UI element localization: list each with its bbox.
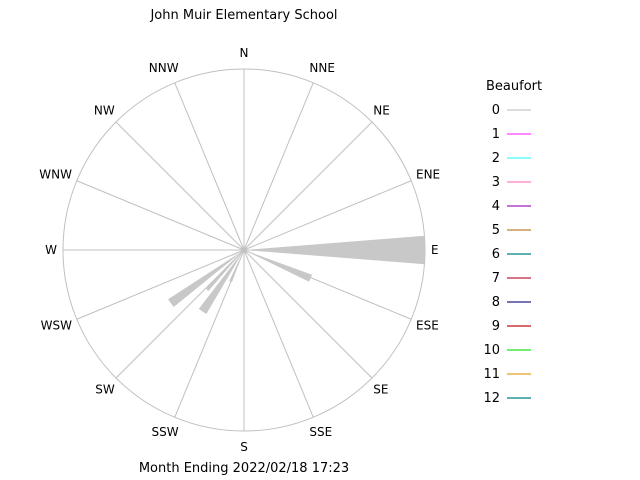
spoke-nw	[115, 121, 245, 251]
spoke-nne	[243, 82, 314, 251]
direction-label-sw: SW	[95, 382, 115, 396]
direction-label-ese: ESE	[416, 318, 439, 332]
chart-subtitle: Month Ending 2022/02/18 17:23	[139, 461, 349, 476]
direction-label-nnw: NNW	[149, 61, 179, 75]
direction-label-e: E	[431, 243, 439, 257]
legend-label-6: 6	[492, 247, 500, 262]
spoke-wsw	[76, 249, 245, 320]
legend-label-4: 4	[492, 199, 500, 214]
direction-label-ne: NE	[373, 104, 390, 118]
petal-5	[198, 250, 244, 314]
direction-label-ssw: SSW	[152, 425, 179, 439]
legend-label-9: 9	[492, 319, 500, 334]
direction-label-wnw: WNW	[39, 168, 72, 182]
legend-label-12: 12	[483, 391, 500, 406]
wind-petals	[168, 235, 426, 314]
legend-label-5: 5	[492, 223, 500, 238]
legend-label-1: 1	[492, 127, 500, 142]
spoke-ne	[243, 121, 373, 251]
legend-label-0: 0	[492, 103, 500, 118]
spoke-se	[243, 249, 373, 379]
spoke-wnw	[76, 180, 245, 251]
chart-title: John Muir Elementary School	[149, 8, 337, 23]
legend-label-10: 10	[483, 343, 500, 358]
direction-label-ene: ENE	[416, 168, 440, 182]
petal-1	[244, 250, 313, 282]
direction-labels: N NNE NE ENE E ESE SE SSE S SSW SW WSW W WNW NW NNW	[39, 46, 440, 454]
direction-label-se: SE	[373, 382, 388, 396]
polar-grid	[62, 68, 426, 432]
legend-label-2: 2	[492, 151, 500, 166]
petal-8	[232, 250, 244, 256]
petal-6	[205, 250, 244, 291]
petal-4	[229, 250, 244, 283]
legend-label-7: 7	[492, 271, 500, 286]
petal-2	[244, 250, 249, 262]
spoke-sse	[243, 249, 314, 418]
spoke-ene	[243, 180, 412, 251]
legend-label-8: 8	[492, 295, 500, 310]
spoke-nnw	[174, 82, 245, 251]
direction-label-nw: NW	[94, 104, 115, 118]
spoke-sw	[115, 249, 245, 379]
direction-label-w: W	[45, 243, 57, 257]
petal-7	[168, 250, 244, 307]
petal-0	[244, 235, 426, 265]
legend-label-11: 11	[483, 367, 500, 382]
direction-label-sse: SSE	[309, 425, 332, 439]
direction-label-s: S	[240, 440, 248, 454]
direction-label-wsw: WSW	[41, 318, 72, 332]
direction-label-nne: NNE	[309, 61, 335, 75]
legend-label-3: 3	[492, 175, 500, 190]
direction-label-n: N	[240, 46, 249, 60]
legend-title: Beaufort	[486, 79, 542, 94]
